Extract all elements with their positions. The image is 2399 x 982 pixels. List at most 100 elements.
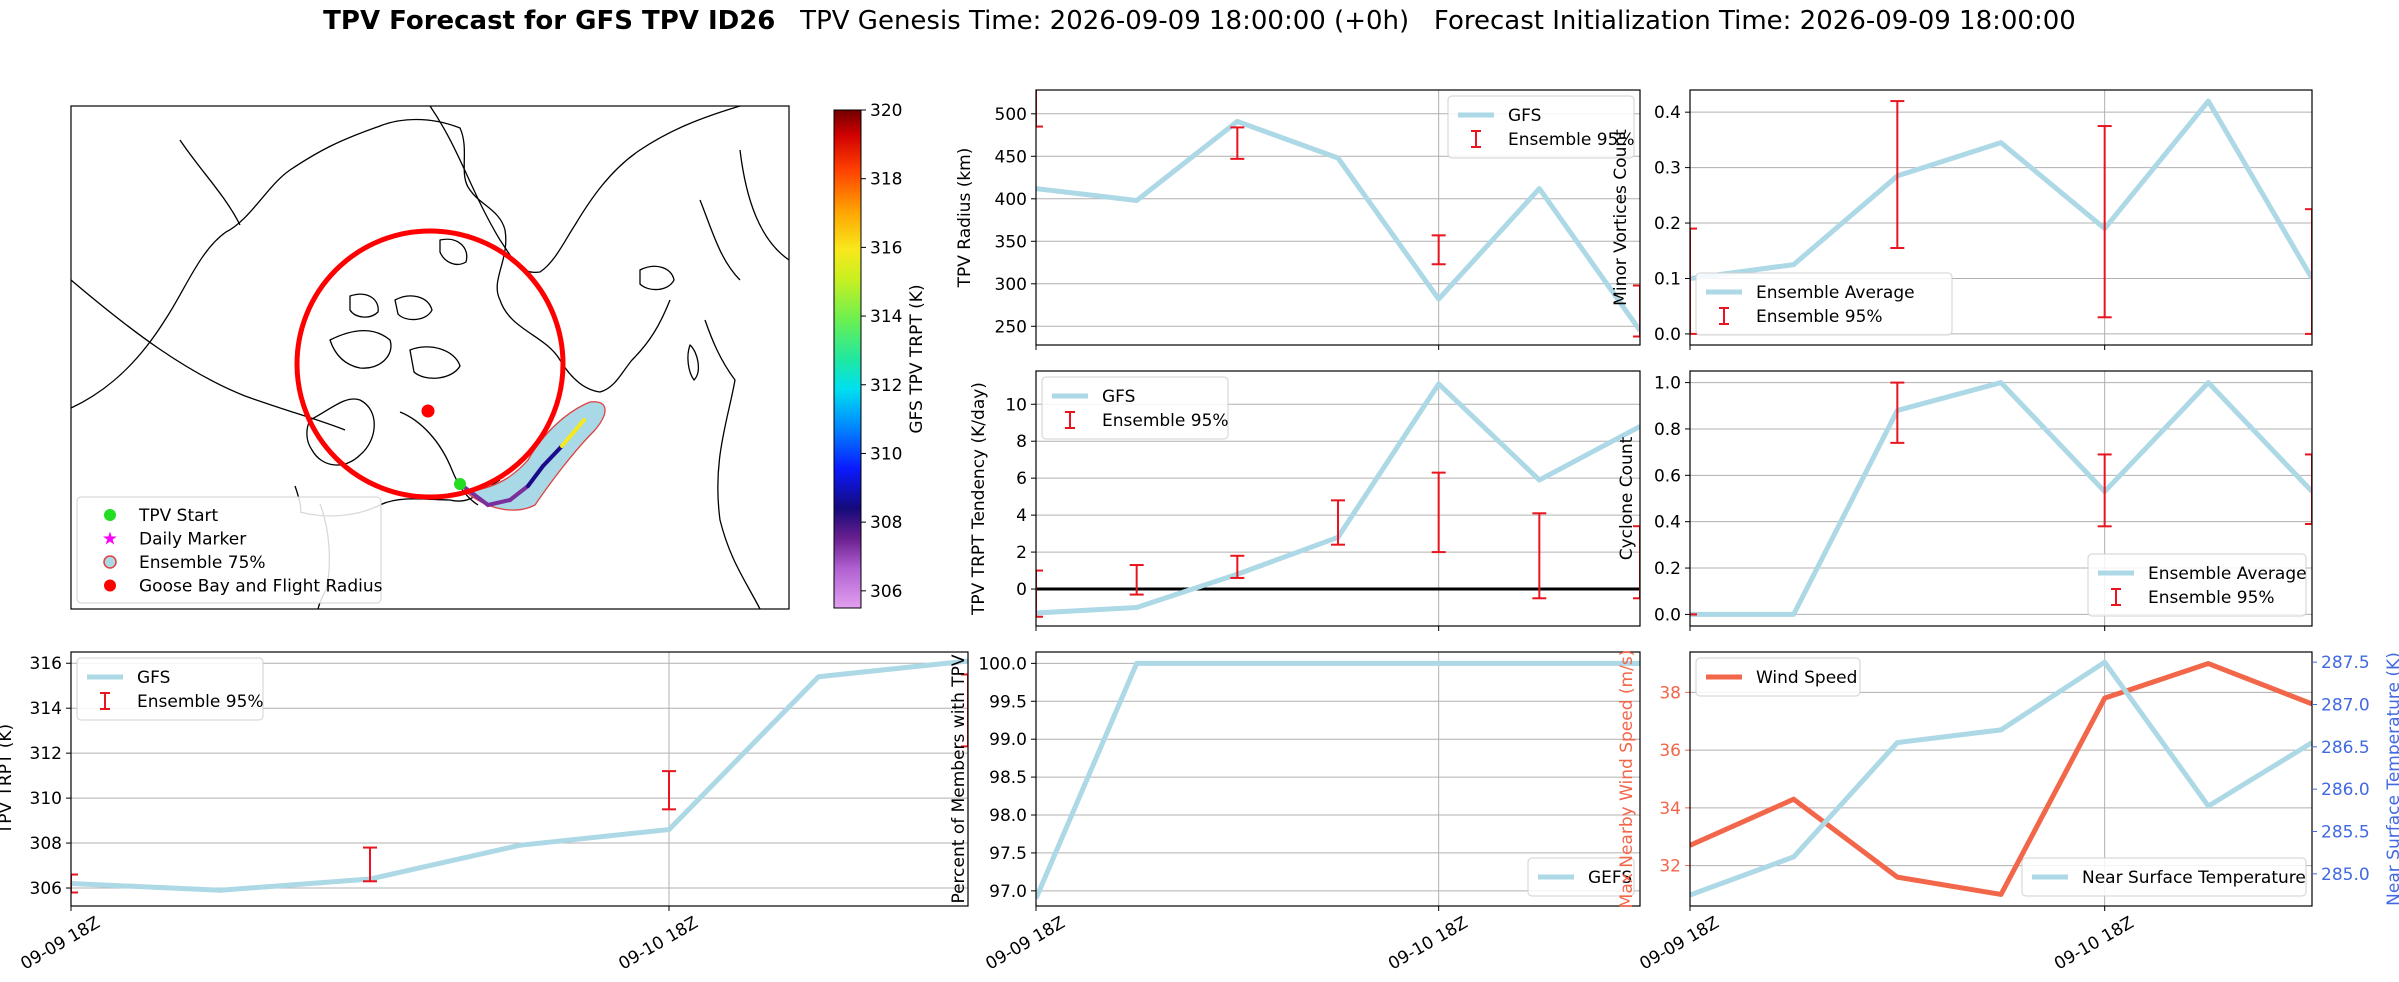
y-tick-label: 10 (1005, 395, 1027, 415)
plot-area (1690, 380, 2312, 617)
y-tick-label: 97.0 (989, 882, 1027, 902)
x-tick-label: 09-10 18Z (2051, 913, 2137, 974)
tpv-track-segment (526, 464, 545, 488)
tpv-track-segment (486, 498, 512, 507)
y2-tick-label: 287.0 (2321, 695, 2370, 715)
panel-percent: 97.0 97.5 98.0 98.5 99.0 99.5 100.0 09-09 18Z 09… (949, 651, 1641, 974)
legend-box (2021, 857, 2307, 897)
y-tick-label: 350 (995, 232, 1027, 252)
coastline-labrador (399, 411, 479, 506)
coastline-greenland (429, 106, 741, 274)
colorbar-tick-label: 314 (870, 307, 902, 327)
figure-title-bold: TPV Forecast for GFS TPV ID26 (323, 6, 776, 36)
y-tick-label: 99.0 (989, 730, 1027, 750)
legend-label: Ensemble 95% (1508, 130, 1635, 150)
y-tick-label: 0 (1016, 580, 1027, 600)
errorbar (1129, 564, 1144, 596)
x-tick-label: 09-10 18Z (615, 913, 701, 974)
x-tick-label: 09-09 18Z (982, 913, 1068, 974)
legend-box (76, 657, 264, 721)
legend-label: Ensemble 95% (2148, 588, 2275, 608)
y-tick-label: 400 (995, 190, 1027, 210)
legend-goosebay-swatch (104, 579, 116, 592)
plot-area (1036, 90, 1640, 338)
y-tick-label: 97.5 (989, 844, 1027, 864)
legend-ensemble-swatch (103, 555, 117, 569)
legend-label: GFS (1102, 387, 1135, 407)
axes-frame (1035, 89, 1641, 346)
figure-title-rest: TPV Genesis Time: 2026-09-09 18:00:00 (+… (775, 6, 2076, 36)
y-tick-label: 0.2 (1654, 214, 1681, 234)
y-tick-label: 0.0 (1654, 325, 1681, 345)
errorbar (2305, 208, 2312, 335)
legend-label: Daily Marker (139, 530, 246, 550)
series-line (1690, 659, 2312, 898)
errorbar (1532, 512, 1547, 600)
y-tick-label: 310 (30, 789, 62, 809)
axes-frame (1689, 370, 2313, 627)
ensemble-75-polygon (464, 401, 606, 511)
y-tick-label: 308 (30, 834, 62, 854)
y-tick-label: 6 (1016, 469, 1027, 489)
coastline-island (409, 346, 461, 379)
y-axis-label: Percent of Members with TPV (949, 654, 969, 903)
legend-label: GFS (137, 668, 170, 688)
flight-radius-circle (294, 228, 566, 500)
y-tick-label: 38 (1659, 683, 1681, 703)
colorbar: 306 308 310 312 314 316 318 320 GFS TPV TRPT (K) (833, 101, 927, 609)
errorbar (1431, 471, 1446, 554)
colorbar-tick-label: 306 (870, 582, 902, 602)
y2-tick-label: 286.5 (2321, 738, 2370, 758)
y-tick-label: 0.0 (1654, 605, 1681, 625)
coastline-island (329, 329, 392, 369)
map-panel: ★ TPV Start Daily Marker Ensemble 75% Goose … (70, 105, 790, 610)
y2-tick-label: 286.0 (2321, 780, 2370, 800)
y-tick-label: 0.2 (1654, 559, 1681, 579)
y2-axis-label: Near Surface Temperature (K) (2384, 652, 2399, 906)
y-tick-label: 0.6 (1654, 466, 1681, 486)
legend-label: Near Surface Temperature (2082, 868, 2306, 888)
errorbar (1890, 381, 1905, 444)
legend-label: Ensemble 95% (1756, 307, 1883, 327)
legend-label: Ensemble Average (1756, 283, 1915, 303)
x-tick-label: 09-10 18Z (1385, 913, 1471, 974)
tpv-track-segment (541, 444, 564, 468)
errorbar (1036, 90, 1043, 128)
tpv-track-segment (508, 484, 530, 502)
y-tick-label: 98.0 (989, 806, 1027, 826)
legend-start-swatch (104, 509, 116, 521)
legend-label: Goose Bay and Flight Radius (139, 577, 383, 597)
goose-bay-marker (421, 404, 435, 418)
x-tick-label: 09-09 18Z (17, 913, 103, 974)
axes-frame (70, 651, 969, 907)
errorbar (2305, 453, 2312, 525)
y-tick-label: 300 (995, 275, 1027, 295)
y-axis-label: Minor Vortices Count (1611, 129, 1631, 306)
colorbar-tick-label: 320 (870, 101, 902, 121)
errorbar (1633, 284, 1640, 338)
y-tick-label: 32 (1659, 857, 1681, 877)
y-tick-label: 250 (995, 317, 1027, 337)
y-tick-label: 34 (1659, 799, 1681, 819)
panel-wind: 32 34 36 38 09-09 18Z 09-10 18Z Max Nearby Win… (1617, 650, 2399, 975)
y-tick-label: 0.4 (1654, 513, 1681, 533)
colorbar-tick-label: 318 (870, 170, 902, 190)
border-line (739, 149, 789, 261)
coastline-britain (687, 344, 700, 381)
panel-trpt: 306 308 310 312 314 316 09-09 18Z 09-10 18Z TPV … (0, 651, 969, 974)
legend-label: TPV Start (138, 506, 219, 526)
errorbar (363, 846, 377, 883)
y-tick-label: 0.1 (1654, 269, 1681, 289)
panel-radius: 250 300 350 400 450 500 TPV Radius (km) GFS Ense… (955, 89, 1641, 350)
coastline-scandinavia (699, 199, 741, 281)
panel-tendency: 0 2 4 6 8 10 TPV TRPT Tendency (K/day) GFS Ensem… (969, 370, 1641, 631)
errorbar (1230, 554, 1245, 579)
plot-area (1036, 381, 1640, 618)
panel-minor: 0.0 0.1 0.2 0.3 0.4 Minor Vortices Count Ensem… (1611, 89, 2313, 350)
y-tick-label: 0.4 (1654, 103, 1681, 123)
y-tick-label: 0.3 (1654, 159, 1681, 179)
y-tick-label: 100.0 (978, 654, 1027, 674)
y-axis-label: TPV TRPT Tendency (K/day) (969, 382, 989, 616)
x-tick-label: 09-09 18Z (1636, 913, 1722, 974)
